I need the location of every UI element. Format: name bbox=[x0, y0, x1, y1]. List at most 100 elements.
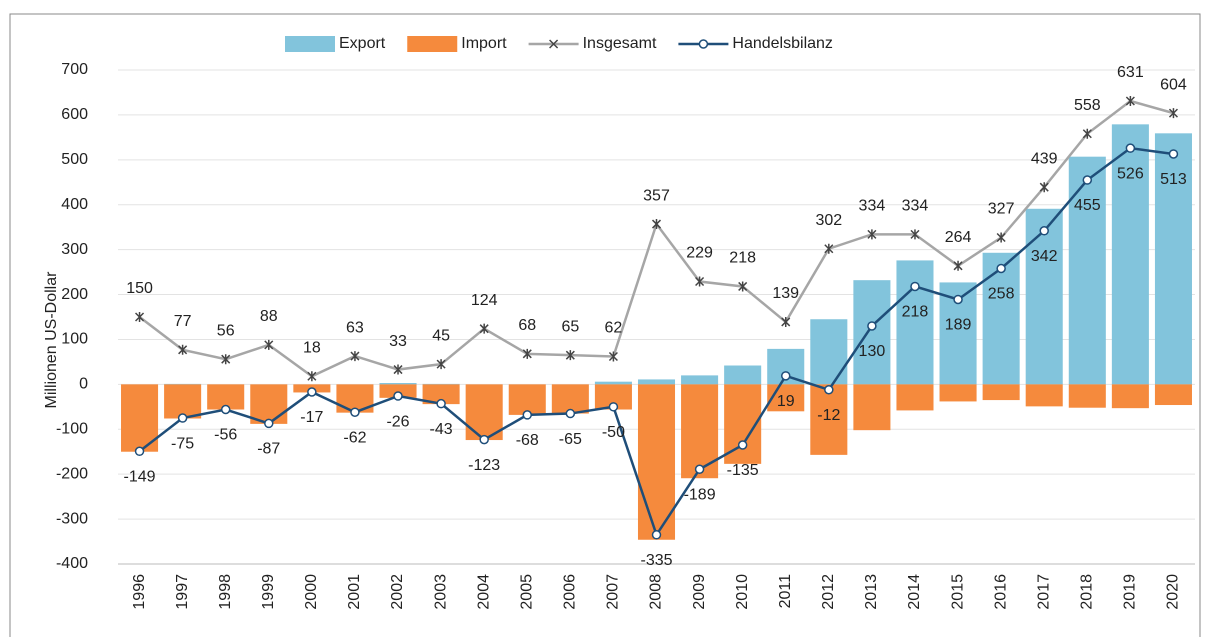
x-tick-label: 2000 bbox=[303, 574, 320, 610]
marker bbox=[911, 282, 919, 290]
marker bbox=[782, 372, 790, 380]
marker bbox=[437, 400, 445, 408]
y-tick-label: 0 bbox=[79, 376, 88, 393]
x-tick-label: 2010 bbox=[734, 574, 751, 610]
x-tick-label: 2014 bbox=[906, 574, 923, 610]
x-tick-label: 2017 bbox=[1035, 574, 1052, 610]
data-label: 218 bbox=[902, 304, 929, 321]
data-label: 302 bbox=[815, 212, 842, 229]
bar bbox=[853, 384, 890, 430]
x-tick-label: 1996 bbox=[131, 574, 148, 610]
data-label: 558 bbox=[1074, 97, 1101, 114]
marker bbox=[1083, 129, 1091, 139]
data-label: 56 bbox=[217, 322, 235, 339]
x-tick-label: 2004 bbox=[475, 574, 492, 610]
bar bbox=[983, 384, 1020, 400]
bar bbox=[896, 384, 933, 410]
legend-marker bbox=[699, 40, 707, 48]
x-tick-label: 2001 bbox=[346, 574, 363, 610]
y-tick-label: -400 bbox=[56, 555, 88, 572]
data-label: 33 bbox=[389, 333, 407, 350]
marker bbox=[179, 414, 187, 422]
data-label: 334 bbox=[902, 198, 929, 215]
marker bbox=[566, 410, 574, 418]
x-tick-label: 2020 bbox=[1165, 574, 1182, 610]
x-tick-label: 2018 bbox=[1079, 574, 1096, 610]
marker bbox=[653, 219, 661, 229]
data-label: -87 bbox=[257, 441, 280, 458]
y-tick-label: 500 bbox=[61, 151, 88, 168]
marker bbox=[136, 312, 144, 322]
data-label: 77 bbox=[174, 313, 192, 330]
data-label: -50 bbox=[602, 424, 625, 441]
data-label: 18 bbox=[303, 339, 321, 356]
data-label: 258 bbox=[988, 286, 1015, 303]
y-axis-title: Millionen US-Dollar bbox=[43, 271, 60, 409]
data-label: -43 bbox=[430, 421, 453, 438]
bar bbox=[681, 375, 718, 384]
x-tick-label: 2015 bbox=[949, 574, 966, 610]
bar bbox=[810, 319, 847, 384]
x-tick-label: 2007 bbox=[605, 574, 622, 610]
data-label: 439 bbox=[1031, 150, 1058, 167]
data-label: 189 bbox=[945, 317, 972, 334]
data-label: 124 bbox=[471, 292, 498, 309]
marker bbox=[480, 436, 488, 444]
legend-label: Export bbox=[339, 35, 386, 52]
data-label: -335 bbox=[640, 552, 672, 569]
legend-label: Import bbox=[461, 35, 507, 52]
data-label: 62 bbox=[605, 320, 623, 337]
marker bbox=[351, 408, 359, 416]
x-tick-label: 2011 bbox=[777, 574, 794, 609]
data-label: 229 bbox=[686, 245, 713, 262]
marker bbox=[739, 441, 747, 449]
marker bbox=[696, 465, 704, 473]
data-label: 139 bbox=[772, 285, 799, 302]
x-tick-label: 2013 bbox=[863, 574, 880, 610]
bar bbox=[853, 280, 890, 384]
bar bbox=[724, 366, 761, 385]
data-label: -65 bbox=[559, 431, 582, 448]
data-label: 63 bbox=[346, 319, 364, 336]
data-label: -62 bbox=[343, 429, 366, 446]
bar bbox=[1155, 384, 1192, 405]
bar bbox=[896, 260, 933, 384]
marker bbox=[954, 261, 962, 271]
data-label: 130 bbox=[859, 343, 886, 360]
legend-swatch bbox=[407, 36, 457, 52]
data-label: -26 bbox=[386, 413, 409, 430]
bar bbox=[1069, 384, 1106, 407]
marker bbox=[1040, 227, 1048, 235]
data-label: -68 bbox=[516, 432, 539, 449]
data-label: 327 bbox=[988, 201, 1015, 218]
data-label: -135 bbox=[727, 462, 759, 479]
marker bbox=[782, 317, 790, 327]
marker bbox=[997, 233, 1005, 243]
y-tick-label: 700 bbox=[61, 61, 88, 78]
marker bbox=[1169, 150, 1177, 158]
marker bbox=[825, 386, 833, 394]
x-tick-label: 2016 bbox=[992, 574, 1009, 610]
data-label: 334 bbox=[859, 198, 886, 215]
bar bbox=[940, 384, 977, 401]
y-tick-label: 300 bbox=[61, 241, 88, 258]
legend-label: Handelsbilanz bbox=[732, 35, 833, 52]
data-label: -149 bbox=[124, 468, 156, 485]
data-label: 513 bbox=[1160, 171, 1187, 188]
data-label: 19 bbox=[777, 393, 795, 410]
marker bbox=[480, 324, 488, 334]
bar bbox=[595, 382, 632, 385]
x-tick-label: 1998 bbox=[217, 574, 234, 610]
y-tick-label: 400 bbox=[61, 196, 88, 213]
marker bbox=[609, 403, 617, 411]
x-tick-label: 2019 bbox=[1122, 574, 1139, 610]
x-tick-label: 2002 bbox=[389, 574, 406, 610]
marker bbox=[653, 531, 661, 539]
y-tick-label: -200 bbox=[56, 465, 88, 482]
x-tick-label: 1997 bbox=[174, 574, 191, 610]
marker bbox=[136, 447, 144, 455]
marker bbox=[954, 295, 962, 303]
marker bbox=[1040, 182, 1048, 192]
y-tick-label: 200 bbox=[61, 286, 88, 303]
